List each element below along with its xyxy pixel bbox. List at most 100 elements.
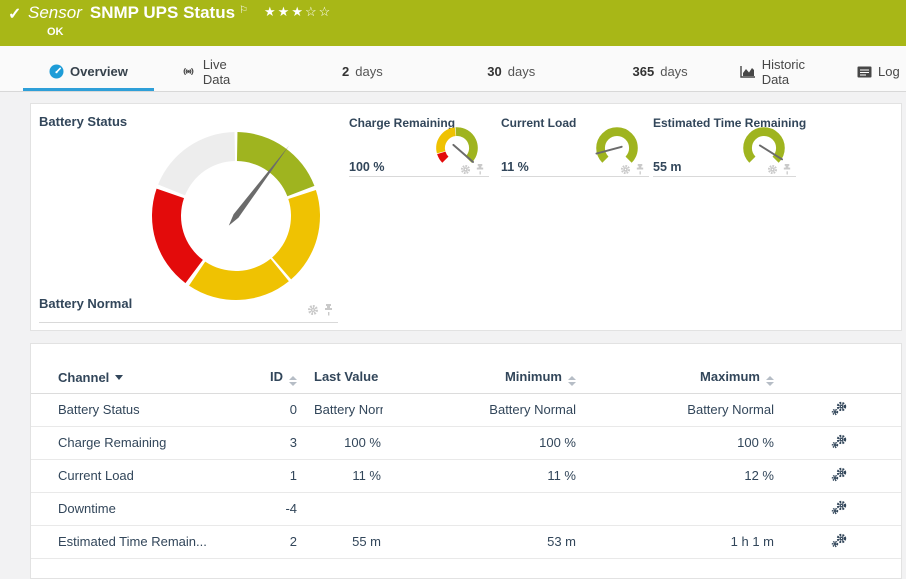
current-load-title: Current Load: [501, 116, 577, 130]
tab-overview-label: Overview: [70, 64, 128, 79]
channel-name-cell[interactable]: Charge Remaining: [31, 426, 241, 460]
tab-log-label: Log: [878, 64, 900, 79]
minimum-cell: 11 %: [383, 459, 579, 493]
gauges-panel: Battery Status Battery Normal Charge Rem…: [30, 103, 902, 331]
tab-365-days[interactable]: 365 days: [561, 55, 713, 91]
widget-underline: [349, 176, 489, 177]
current-load-gauge: [595, 127, 638, 163]
tab-30-days-number: 30: [487, 64, 502, 79]
channel-settings-button[interactable]: [777, 459, 901, 493]
table-row[interactable]: Downtime -4: [31, 492, 901, 526]
tab-overview[interactable]: Overview: [23, 55, 154, 91]
widget-gear-icon[interactable]: [307, 303, 319, 321]
widget-underline: [39, 322, 338, 323]
channel-settings-icon: [831, 434, 846, 448]
tab-historic-data[interactable]: Historic Data: [714, 55, 831, 91]
widget-gear-icon[interactable]: [767, 162, 778, 180]
channel-id-cell: 1: [241, 459, 299, 493]
tab-historic-data-label: Historic Data: [761, 56, 806, 87]
sensor-header: ✓ Sensor SNMP UPS Status ⚐ ★★★☆☆ OK: [0, 0, 906, 46]
channel-id-cell: 2: [241, 525, 299, 559]
current-load-value: 11 %: [501, 160, 529, 174]
sort-icon: [766, 375, 774, 386]
table-row[interactable]: Current Load 1 11 % 11 % 12 %: [31, 459, 901, 493]
channel-settings-button[interactable]: [777, 426, 901, 460]
maximum-cell: [579, 492, 777, 526]
tab-live-data[interactable]: Live Data: [154, 55, 256, 91]
widget-pin-icon[interactable]: [782, 162, 792, 180]
channel-name-cell[interactable]: Current Load: [31, 459, 241, 493]
gauge-icon: [49, 64, 64, 79]
status-check-icon: ✓: [8, 6, 22, 23]
column-header-channel[interactable]: Channel: [31, 362, 241, 394]
table-row[interactable]: Charge Remaining 3 100 % 100 % 100 %: [31, 426, 901, 460]
channel-settings-button[interactable]: [777, 393, 901, 427]
sort-desc-icon: [115, 374, 124, 380]
column-header-last-value[interactable]: Last Value: [299, 362, 383, 394]
channel-settings-button[interactable]: [777, 525, 901, 559]
maximum-cell: 100 %: [579, 426, 777, 460]
tab-2-days-unit: days: [355, 64, 383, 79]
tab-live-data-label: Live Data: [202, 56, 231, 87]
last-value-cell: Battery Normal: [299, 393, 383, 427]
last-value-cell: [299, 492, 383, 526]
chart-icon: [739, 65, 756, 78]
sensor-kind-label: Sensor: [28, 3, 82, 22]
minimum-cell: 53 m: [383, 525, 579, 559]
channel-name-cell[interactable]: Downtime: [31, 492, 241, 526]
tab-30-days[interactable]: 30 days: [409, 55, 561, 91]
battery-status-gauge: [152, 132, 321, 300]
channel-id-cell: 0: [241, 393, 299, 427]
widget-underline: [501, 176, 649, 177]
charge-remaining-value: 100 %: [349, 160, 385, 174]
channel-settings-button[interactable]: [777, 492, 901, 526]
battery-status-title: Battery Status: [39, 114, 128, 129]
estimated-time-value: 55 m: [653, 160, 682, 174]
channel-table: Channel ID Last Value Minimum Maximum Ba…: [31, 362, 901, 559]
widget-pin-icon[interactable]: [323, 303, 334, 321]
widget-underline: [653, 176, 796, 177]
priority-stars[interactable]: ★★★☆☆: [264, 4, 333, 19]
charge-remaining-gauge: [436, 127, 478, 163]
channel-settings-icon: [831, 401, 846, 415]
channel-settings-icon: [831, 467, 846, 481]
charge-remaining-title: Charge Remaining: [349, 116, 456, 130]
maximum-cell: 12 %: [579, 459, 777, 493]
maximum-cell: Battery Normal: [579, 393, 777, 427]
channel-name-cell[interactable]: Estimated Time Remain...: [31, 525, 241, 559]
channel-name-cell[interactable]: Battery Status: [31, 393, 241, 427]
column-header-id[interactable]: ID: [241, 362, 299, 394]
last-value-cell: 11 %: [299, 459, 383, 493]
last-value-cell: 55 m: [299, 525, 383, 559]
tab-365-days-number: 365: [632, 64, 655, 79]
widget-gear-icon[interactable]: [460, 162, 471, 180]
battery-status-value: Battery Normal: [39, 296, 133, 311]
log-icon: [857, 66, 872, 78]
sort-icon: [568, 375, 576, 386]
column-header-minimum[interactable]: Minimum: [383, 362, 579, 394]
channel-settings-icon: [831, 500, 846, 514]
minimum-cell: Battery Normal: [383, 393, 579, 427]
channel-settings-icon: [831, 533, 846, 547]
channels-panel: Channel ID Last Value Minimum Maximum Ba…: [30, 343, 902, 579]
flag-icon[interactable]: ⚐: [239, 5, 249, 16]
estimated-time-widget: Estimated Time Remaining 55 m: [653, 112, 806, 182]
widget-pin-icon[interactable]: [635, 162, 645, 180]
tab-log[interactable]: Log: [831, 55, 906, 91]
sensor-title: SNMP UPS Status: [89, 3, 236, 22]
tab-bar: Overview Live Data 2 days 30 days 365 da…: [0, 46, 906, 92]
tab-2-days[interactable]: 2 days: [256, 55, 408, 91]
maximum-cell: 1 h 1 m: [579, 525, 777, 559]
table-header-row: Channel ID Last Value Minimum Maximum: [31, 362, 901, 394]
channel-id-cell: -4: [241, 492, 299, 526]
widget-gear-icon[interactable]: [620, 162, 631, 180]
column-header-maximum[interactable]: Maximum: [579, 362, 777, 394]
minimum-cell: 100 %: [383, 426, 579, 460]
minimum-cell: [383, 492, 579, 526]
tab-365-days-unit: days: [660, 64, 688, 79]
tab-30-days-unit: days: [507, 64, 536, 79]
channel-id-cell: 3: [241, 426, 299, 460]
widget-pin-icon[interactable]: [475, 162, 485, 180]
